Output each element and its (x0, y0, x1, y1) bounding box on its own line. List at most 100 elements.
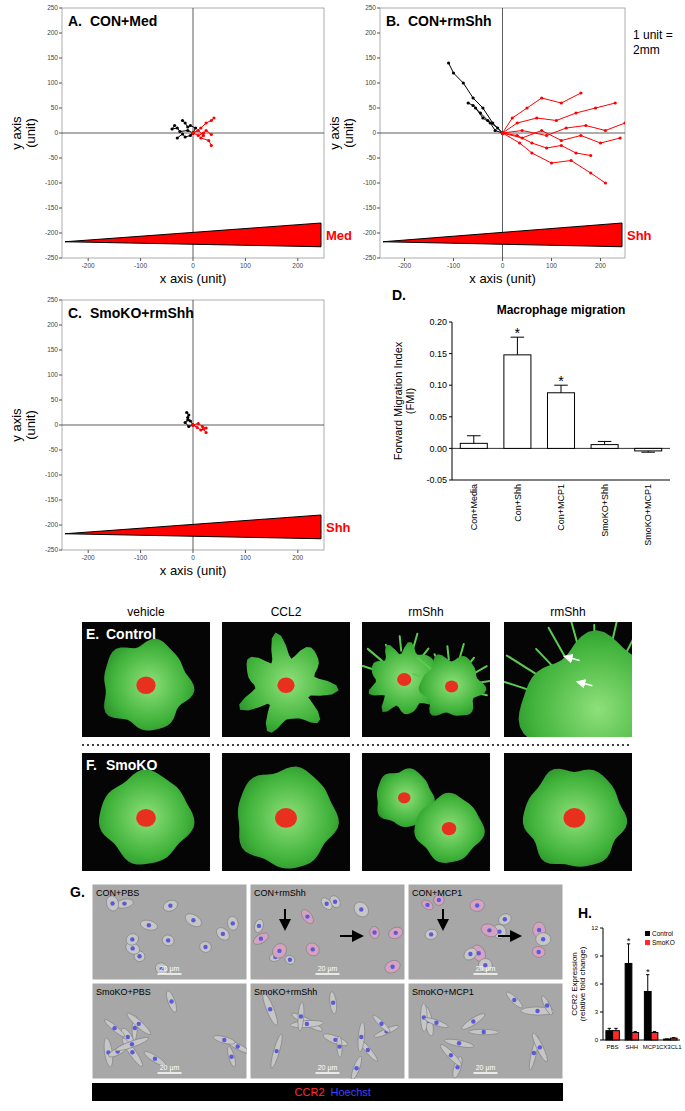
significance-mark: * (646, 966, 650, 977)
y-tick (449, 353, 452, 354)
arrow (442, 909, 444, 929)
micrograph: SmoKO+rmShh20 μm (250, 983, 405, 1081)
y-tick (449, 322, 452, 323)
trajectory-chart: -200-1000100200-250-200-150-100-50050100… (327, 4, 652, 286)
track-point (447, 61, 450, 64)
figure: -200-1000100200-250-200-150-100-50050100… (0, 0, 685, 1111)
x-tick-label: SHH (626, 1044, 639, 1050)
y-tick (449, 448, 452, 449)
track-point (584, 124, 587, 127)
cell (337, 1036, 343, 1058)
error-cap (665, 1038, 668, 1039)
cell (283, 954, 296, 967)
track-point (550, 161, 553, 164)
track-point (452, 71, 455, 74)
x-tick (88, 550, 89, 553)
nucleus (532, 1051, 536, 1055)
bar (547, 393, 574, 449)
scale-bar (316, 1072, 340, 1074)
x-tick-label: -200 (82, 262, 95, 269)
y-tick-label: 200 (365, 29, 376, 36)
nucleus (277, 677, 294, 693)
image-background (82, 753, 210, 871)
nucleus (512, 998, 516, 1002)
legend-swatch (645, 940, 650, 945)
label-line: (unit) (23, 118, 38, 148)
error-bar (598, 441, 612, 444)
nucleus (503, 917, 507, 921)
nucleus (457, 1041, 461, 1045)
cell (462, 945, 480, 962)
cells (99, 769, 195, 864)
y-tick-label: -150 (363, 204, 376, 211)
nucleus (397, 673, 411, 686)
cell (251, 931, 270, 947)
track-point (178, 130, 181, 133)
bar-chart: 036912PBSSHHMCP1CX3CL1**CCR2 Expression(… (570, 905, 683, 1050)
error-cap (672, 1037, 675, 1038)
nucleus (130, 1050, 134, 1054)
cell (253, 918, 265, 933)
track-point (623, 121, 625, 124)
cell-body (104, 639, 194, 731)
track-point (199, 126, 202, 129)
track-point (565, 126, 568, 129)
track-point (191, 423, 194, 426)
track-point (210, 119, 213, 122)
cell (198, 940, 213, 955)
track-point (579, 134, 582, 137)
label-line: (unit) (23, 410, 38, 440)
y-tick-label: 0.05 (429, 412, 447, 422)
y-tick (600, 956, 603, 957)
cells (523, 769, 627, 867)
bar (670, 1038, 677, 1040)
micrograph: SmoKO+MCP120 μm (408, 983, 563, 1079)
track-point (186, 418, 189, 421)
y-tick (600, 1040, 603, 1041)
nucleus (136, 677, 155, 694)
cell-body (414, 793, 485, 863)
track-point (574, 111, 577, 114)
cells (105, 894, 240, 977)
x-tick (88, 258, 89, 261)
track-point (199, 136, 202, 139)
x-tick (502, 258, 503, 261)
error-bar (608, 1028, 611, 1030)
x-axis-label: x axis (unit) (160, 563, 226, 578)
cell (369, 926, 381, 940)
cell (469, 899, 484, 912)
track-point (501, 131, 504, 134)
y-tick-label: 12 (591, 925, 598, 931)
track-point (185, 411, 188, 414)
track-point (472, 96, 475, 99)
y-tick (377, 258, 380, 259)
y-tick-label: -200 (45, 229, 58, 236)
track-point (560, 139, 563, 142)
y-tick (377, 208, 380, 209)
x-tick (551, 258, 552, 261)
y-tick (59, 233, 62, 234)
y-tick (59, 375, 62, 376)
cell (424, 928, 439, 941)
cell (223, 1037, 247, 1056)
filopodium (625, 622, 632, 655)
stain-label: CCR2 (295, 1086, 325, 1098)
error-bar (672, 1037, 675, 1038)
nucleus (229, 1055, 233, 1059)
y-tick (59, 208, 62, 209)
significance-mark: * (515, 325, 521, 341)
track-point (525, 106, 528, 109)
nucleus (259, 936, 263, 940)
y-tick (377, 58, 380, 59)
nucleus (538, 1045, 542, 1049)
nucleus (379, 1022, 383, 1026)
cell (164, 990, 178, 1014)
nucleus (268, 1007, 272, 1011)
y-tick (449, 416, 452, 417)
bars (606, 944, 677, 1040)
y-tick-label: 0 (54, 421, 58, 428)
track-point (201, 425, 204, 428)
x-tick-label: PBS (607, 1044, 619, 1050)
trajectory-chart: -200-1000100200-250-200-150-100-50050100… (9, 296, 351, 578)
track-point (191, 423, 194, 426)
